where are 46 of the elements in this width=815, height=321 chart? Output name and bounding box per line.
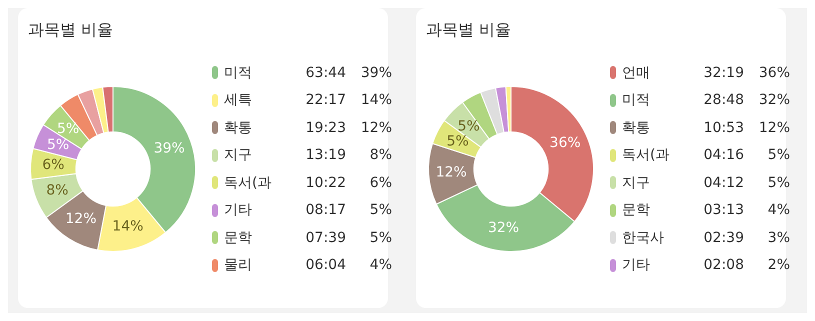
data-label: 12% <box>436 164 467 180</box>
text: 04:16 5% <box>704 147 790 164</box>
legend-label: 지구 <box>622 174 651 192</box>
legend-label: 문학 <box>224 228 253 247</box>
text: 32:19 36% <box>702 64 790 81</box>
data-label: 5% <box>57 121 80 138</box>
chart-title: 과목별 비율 <box>426 20 512 41</box>
text: 22:17 14% <box>304 92 392 108</box>
text: 10:53 12% <box>702 120 790 136</box>
data-label: 5% <box>458 118 480 134</box>
legend-label: 확통 <box>224 118 253 137</box>
legend-label: 기타 <box>224 201 253 220</box>
text: 02:39 3% <box>704 230 790 246</box>
legend-label: 미적 <box>224 64 253 82</box>
data-label: 36% <box>550 135 581 152</box>
text: 02:08 2% <box>704 257 790 274</box>
legend-label: 확통 <box>622 118 651 137</box>
data-label: 32% <box>488 220 520 236</box>
legend-label: 기타 <box>622 256 651 274</box>
text: 08:17 5% <box>306 202 392 218</box>
text: 28:48 32% <box>702 92 790 108</box>
data-label: 39% <box>154 140 185 156</box>
text: 10:22 6% <box>306 174 392 191</box>
legend-label: 독서(과 <box>622 146 670 164</box>
text: 07:39 5% <box>306 230 392 246</box>
legend-label: 미적 <box>622 91 651 110</box>
data-label: 8% <box>46 182 68 199</box>
legend-label: 언매 <box>622 64 651 82</box>
text: 63:44 39% <box>304 64 392 81</box>
text: 04:12 5% <box>704 174 790 191</box>
data-label: 5% <box>46 136 70 153</box>
legend-label: 지구 <box>224 146 253 164</box>
text: 06:04 4% <box>306 257 392 274</box>
legend-label: 한국사 <box>622 228 665 247</box>
legend-label: 물리 <box>224 256 253 274</box>
text: 19:23 12% <box>304 120 392 136</box>
data-label: 14% <box>112 218 144 235</box>
legend-label: 독서(과 <box>224 174 272 192</box>
data-label: 12% <box>65 211 97 228</box>
legend-label: 문학 <box>622 201 651 220</box>
chart-title: 과목별 비율 <box>28 20 114 41</box>
data-label: 5% <box>446 133 469 150</box>
data-label: 6% <box>42 156 64 173</box>
text: 03:13 4% <box>704 202 790 218</box>
text: 13:19 8% <box>306 147 392 164</box>
legend-label: 세특 <box>224 91 253 110</box>
